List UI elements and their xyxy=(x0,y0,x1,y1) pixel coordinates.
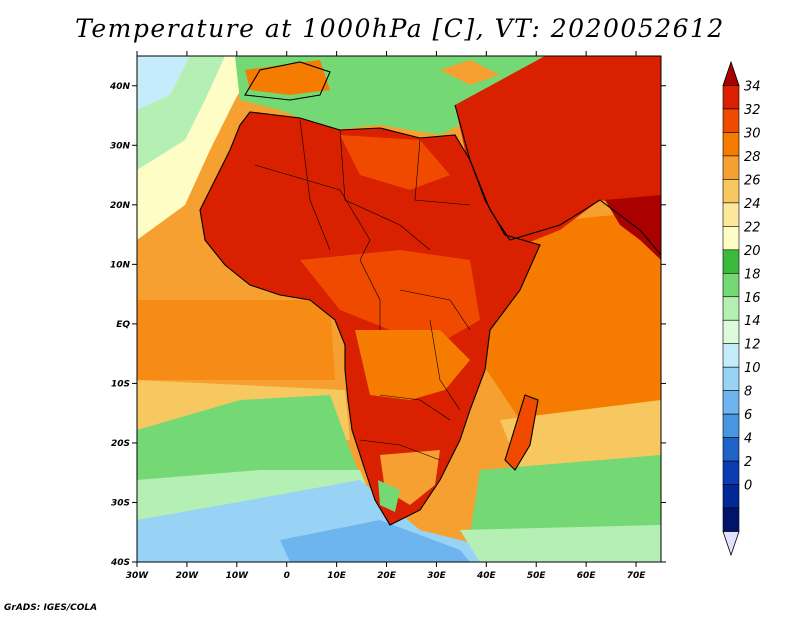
lon-tick-label: 30W xyxy=(126,571,150,581)
lon-tick-label: 10E xyxy=(327,571,347,581)
colorbar-level-label: 4 xyxy=(744,432,752,447)
colorbar-level-label: 30 xyxy=(744,126,761,141)
atlantic-north-blue-zone xyxy=(137,56,190,110)
colorbar-level-label: 22 xyxy=(744,220,761,235)
colorbar-swatch xyxy=(722,202,740,227)
africa-equatorial-band xyxy=(300,250,480,340)
lat-tick-label: 40S xyxy=(110,558,130,568)
colorbar-swatch xyxy=(722,413,740,438)
colorbar-swatch xyxy=(722,132,740,157)
indian-ocean-lightgreen xyxy=(460,525,661,562)
colorbar-lower-arrow xyxy=(722,531,740,557)
lon-tick-label: 30E xyxy=(427,571,447,581)
colorbar-swatch xyxy=(722,343,740,368)
lon-tick-label: 60E xyxy=(577,571,597,581)
lon-tick-label: 70E xyxy=(627,571,647,581)
turkey-warm xyxy=(440,60,500,85)
colorbar-swatch xyxy=(722,319,740,345)
lon-tick-label: 10W xyxy=(226,571,250,581)
colorbar-level-label: 8 xyxy=(744,385,752,400)
india-region xyxy=(605,195,661,260)
colorbar-swatch xyxy=(722,179,740,204)
country-borders xyxy=(254,119,471,461)
colorbar-level-label: 34 xyxy=(744,79,761,94)
lat-tick-label: 10N xyxy=(110,260,131,270)
tropical-warm-band xyxy=(137,300,335,380)
colorbar-level-label: 16 xyxy=(744,291,761,306)
lat-tick-label: 10S xyxy=(111,379,130,389)
lat-tick-label: 20N xyxy=(110,201,131,211)
map-title: Temperature at 1000hPa [C], VT: 20200526… xyxy=(75,14,725,43)
colorbar-level-label: 12 xyxy=(744,338,761,353)
colorbar-swatch xyxy=(722,108,740,133)
colorbar-level-label: 10 xyxy=(744,361,761,376)
temperature-field xyxy=(137,56,661,562)
colorbar-level-label: 14 xyxy=(744,314,761,329)
coastlines xyxy=(199,61,662,526)
colorbar-level-label: 20 xyxy=(744,244,761,259)
lat-tick-label: EQ xyxy=(116,320,130,330)
indian-ocean-green xyxy=(470,455,661,535)
madagascar xyxy=(505,395,538,470)
grads-credit: GrADS: IGES/COLA xyxy=(4,603,98,613)
southern-ocean-deepblue xyxy=(280,520,470,562)
lat-tick-label: 30S xyxy=(111,498,130,508)
colorbar-swatch xyxy=(722,460,740,485)
colorbar-level-label: 32 xyxy=(744,103,761,118)
colorbar-level-label: 2 xyxy=(744,455,752,470)
colorbar-swatch xyxy=(722,484,740,509)
colorbar-swatch xyxy=(722,85,740,110)
libya-egypt-region xyxy=(340,135,450,190)
colorbar-swatch xyxy=(722,155,740,180)
colorbar-swatch xyxy=(722,437,740,462)
colorbar-level-label: 28 xyxy=(744,150,761,165)
map-frame xyxy=(136,55,662,563)
colorbar-level-label: 18 xyxy=(744,267,761,282)
colorbar-level-label: 0 xyxy=(744,479,752,494)
colorbar-swatch xyxy=(722,249,740,274)
lon-tick-label: 40E xyxy=(476,571,497,581)
colorbar-upper-arrow xyxy=(722,60,740,86)
colorbar-level-label: 24 xyxy=(744,197,761,212)
lat-tick-label: 20S xyxy=(111,439,130,449)
colorbar-level-label: 26 xyxy=(744,173,761,188)
lat-tick-label: 30N xyxy=(110,141,131,151)
colorbar-swatch xyxy=(722,366,740,391)
colorbar-level-label: 6 xyxy=(744,408,752,423)
lon-tick-label: 0 xyxy=(284,571,290,581)
lon-tick-label: 20E xyxy=(377,571,397,581)
cape-region-green xyxy=(378,480,400,512)
colorbar-swatch xyxy=(722,296,740,321)
congo-basin-moderate xyxy=(355,330,470,400)
lat-tick-label: 40N xyxy=(109,82,131,92)
indian-ocean-yellow xyxy=(500,400,661,470)
latitude-axis: 40N 30N 20N 10N EQ 10S 20S 30S 40S xyxy=(109,82,666,568)
lon-tick-label: 20W xyxy=(176,571,200,581)
lon-tick-label: 50E xyxy=(527,571,547,581)
colorbar-swatch xyxy=(722,272,740,298)
colorbar-swatch xyxy=(722,390,740,415)
longitude-axis: 30W 20W 10W 0 10E 20E 30E 40E 50E 60E 70E xyxy=(126,51,646,581)
colorbar-swatch xyxy=(722,507,740,532)
colorbar-swatch xyxy=(722,226,740,251)
